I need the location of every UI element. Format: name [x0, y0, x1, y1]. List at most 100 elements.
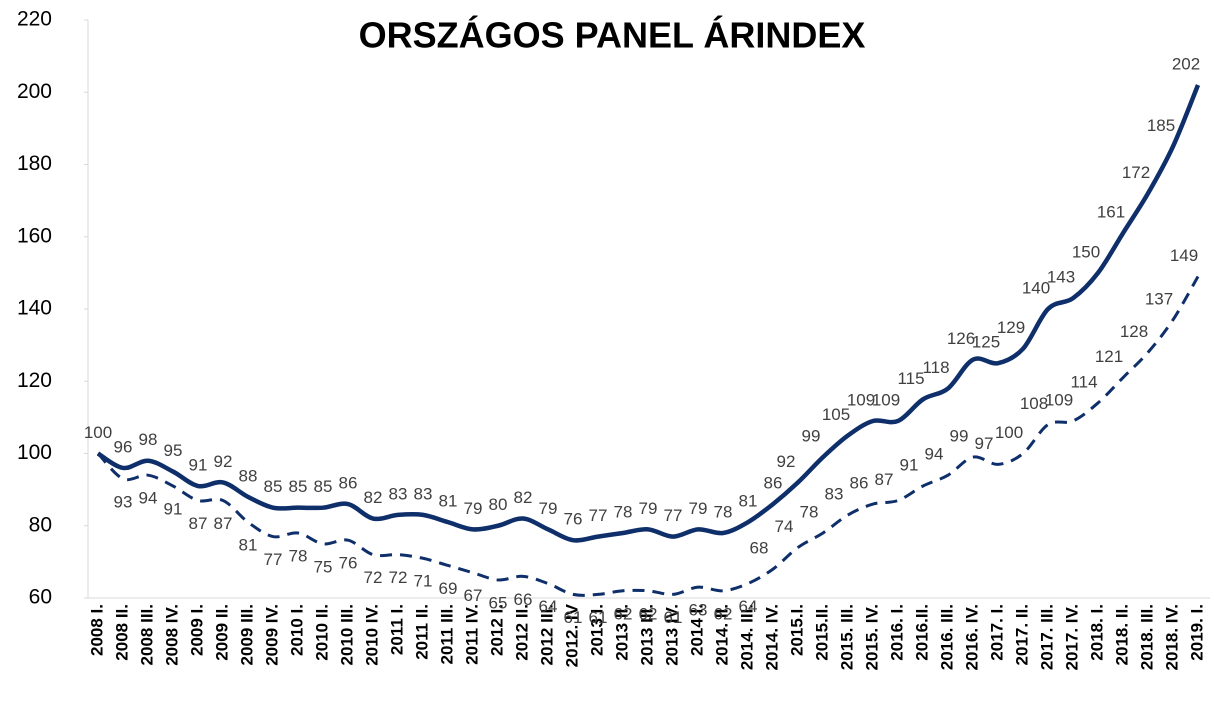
data-label: 126 [947, 329, 975, 348]
x-tick-label: 2013 IV. [662, 604, 681, 666]
data-label: 78 [614, 502, 633, 521]
data-label: 202 [1172, 55, 1200, 74]
x-tick-label: 2017. II. [1012, 604, 1031, 665]
data-label: 140 [1022, 278, 1050, 297]
data-label: 78 [800, 502, 819, 521]
data-label: 85 [314, 477, 333, 496]
data-label: 87 [875, 470, 894, 489]
data-label: 97 [975, 434, 994, 453]
data-label: 82 [364, 488, 383, 507]
data-label: 85 [289, 477, 308, 496]
data-label: 79 [464, 499, 483, 518]
x-tick-label: 2008 I. [87, 604, 106, 656]
x-tick-label: 2016. IV. [962, 604, 981, 671]
data-label: 118 [922, 358, 949, 377]
x-tick-label: 2011 III. [437, 604, 456, 665]
x-tick-label: 2017. III. [1037, 604, 1056, 670]
data-label: 143 [1047, 268, 1075, 287]
data-label: 72 [364, 568, 383, 587]
data-label: 83 [414, 484, 433, 503]
data-label: 81 [239, 536, 258, 555]
x-tick-label: 2015. III. [837, 604, 856, 670]
data-label: 96 [114, 437, 133, 456]
data-label: 91 [164, 499, 183, 518]
data-label: 79 [639, 499, 658, 518]
x-tick-label: 2017. IV. [1062, 604, 1081, 671]
data-label: 77 [589, 506, 608, 525]
data-label: 61 [589, 608, 608, 627]
y-tick-label: 140 [17, 297, 52, 320]
data-label: 79 [689, 499, 708, 518]
x-tick-label: 2014. III. [737, 604, 756, 670]
data-label: 67 [464, 586, 483, 605]
data-label: 72 [389, 568, 408, 587]
data-label: 86 [764, 474, 783, 493]
data-label: 81 [439, 492, 458, 511]
data-label: 65 [489, 593, 508, 612]
x-tick-label: 2019. I. [1187, 604, 1206, 661]
x-tick-label: 2018. III. [1137, 604, 1156, 670]
data-label: 83 [825, 484, 844, 503]
data-label: 109 [872, 390, 900, 409]
data-label: 76 [339, 554, 358, 573]
x-tick-label: 2013 I. [587, 604, 606, 656]
data-label: 63 [689, 601, 708, 620]
x-tick-label: 2015. IV. [862, 604, 881, 671]
x-tick-label: 2014 I. [687, 604, 706, 656]
data-label: 121 [1095, 347, 1123, 366]
data-label: 161 [1097, 203, 1125, 222]
x-tick-label: 2015.II. [812, 604, 831, 661]
y-tick-label: 180 [17, 152, 52, 175]
data-label: 128 [1120, 322, 1148, 341]
x-tick-label: 2011 IV. [462, 604, 481, 665]
data-label: 66 [514, 590, 533, 609]
data-label: 93 [114, 492, 133, 511]
y-tick-label: 100 [17, 441, 52, 464]
data-label: 91 [189, 455, 208, 474]
data-label: 125 [972, 333, 1000, 352]
x-tick-label: 2009 I. [187, 604, 206, 656]
y-tick-label: 60 [29, 586, 52, 609]
x-tick-label: 2014. II. [712, 604, 731, 665]
data-label: 62 [714, 604, 733, 623]
data-label: 86 [850, 474, 869, 493]
data-label: 68 [750, 539, 769, 558]
x-tick-label: 2010 II. [312, 604, 331, 661]
data-label: 99 [950, 427, 969, 446]
series-line [96, 275, 1200, 597]
x-tick-label: 2012. IV [562, 603, 581, 667]
x-tick-label: 2011 II. [412, 604, 431, 660]
data-label: 61 [564, 608, 583, 627]
data-label: 92 [777, 452, 796, 471]
data-label: 81 [739, 492, 758, 511]
x-tick-label: 2013 III. [637, 604, 656, 665]
data-label: 91 [900, 455, 919, 474]
data-label: 62 [639, 604, 658, 623]
x-tick-label: 2008 III. [137, 604, 156, 665]
x-tick-label: 2011 I. [387, 604, 406, 655]
x-tick-label: 2016.II. [912, 604, 931, 661]
data-label: 98 [139, 430, 158, 449]
series-line [96, 84, 1201, 543]
y-tick-label: 220 [17, 8, 52, 31]
data-label: 94 [139, 489, 158, 508]
x-tick-label: 2016. I. [887, 604, 906, 661]
data-label: 94 [925, 445, 944, 464]
x-tick-label: 2008 IV. [162, 604, 181, 666]
x-tick-label: 2018. IV. [1162, 604, 1181, 671]
x-tick-label: 2010 I. [287, 604, 306, 656]
x-tick-label: 2008 II. [112, 604, 131, 661]
x-tick-label: 2010 IV. [362, 604, 381, 666]
data-label: 137 [1145, 289, 1173, 308]
data-label: 149 [1170, 246, 1198, 265]
x-tick-label: 2018. II. [1112, 604, 1131, 665]
data-label: 71 [414, 572, 433, 591]
x-tick-label: 2018. I. [1087, 604, 1106, 661]
data-label: 92 [214, 452, 233, 471]
data-label: 82 [514, 488, 533, 507]
data-label: 109 [1045, 390, 1073, 409]
y-tick-label: 200 [17, 80, 52, 103]
chart-title: ORSZÁGOS PANEL ÁRINDEX [359, 15, 866, 56]
data-label: 115 [897, 369, 924, 388]
x-tick-label: 2015.I. [787, 604, 806, 656]
